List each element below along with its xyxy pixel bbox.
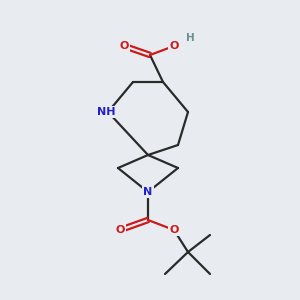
Text: NH: NH — [97, 107, 115, 117]
Text: O: O — [169, 225, 179, 235]
Text: N: N — [143, 187, 153, 197]
Text: H: H — [186, 33, 194, 43]
Text: O: O — [119, 41, 129, 51]
Text: O: O — [169, 41, 179, 51]
Text: O: O — [115, 225, 125, 235]
